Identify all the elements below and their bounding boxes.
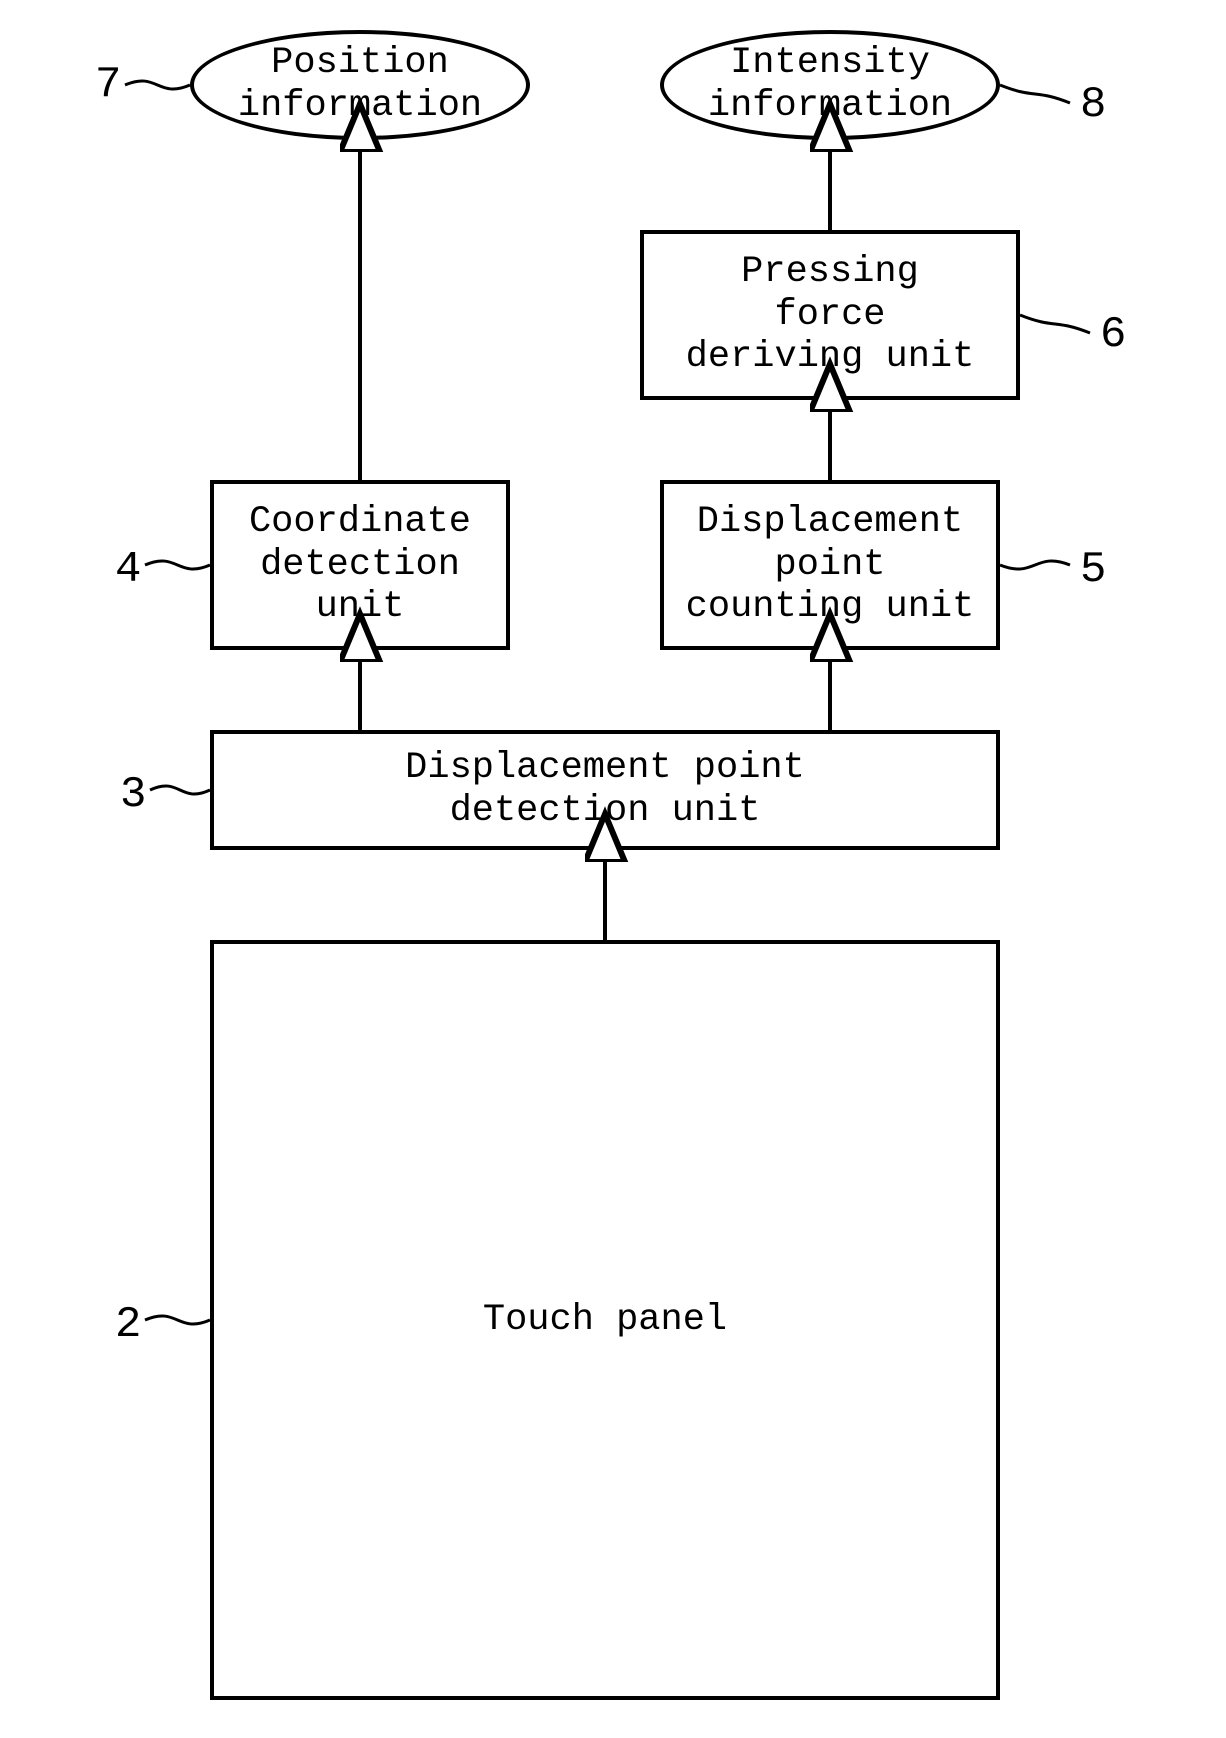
node-label: Touch panel (483, 1299, 727, 1342)
ref-label-3: 3 (120, 770, 146, 820)
node-touch-panel: Touch panel (210, 940, 1000, 1700)
node-intensity-information: Intensityinformation (660, 30, 1000, 140)
node-displacement-point-counting-unit: Displacementpointcounting unit (660, 480, 1000, 650)
node-position-information: Positioninformation (190, 30, 530, 140)
leader-line (145, 561, 210, 569)
node-label: Pressingforcederiving unit (686, 251, 975, 379)
ref-label-4: 4 (115, 545, 141, 595)
ref-label-7: 7 (95, 60, 121, 110)
ref-label-8: 8 (1080, 80, 1106, 130)
diagram-canvas: Positioninformation Intensityinformation… (0, 0, 1226, 1738)
node-label: Displacementpointcounting unit (686, 501, 975, 629)
node-label: Displacement pointdetection unit (405, 747, 805, 832)
leader-line (1000, 85, 1070, 103)
leader-line (150, 786, 210, 794)
node-label: Positioninformation (238, 42, 482, 127)
node-coordinate-detection-unit: Coordinatedetectionunit (210, 480, 510, 650)
ref-label-2: 2 (115, 1300, 141, 1350)
ref-label-5: 5 (1080, 545, 1106, 595)
node-displacement-point-detection-unit: Displacement pointdetection unit (210, 730, 1000, 850)
node-pressing-force-deriving-unit: Pressingforcederiving unit (640, 230, 1020, 400)
ref-label-6: 6 (1100, 310, 1126, 360)
node-label: Intensityinformation (708, 42, 952, 127)
leader-line (1000, 561, 1070, 569)
node-label: Coordinatedetectionunit (249, 501, 471, 629)
leader-line (145, 1316, 210, 1324)
leader-line (1020, 315, 1090, 333)
leader-line (125, 81, 190, 89)
